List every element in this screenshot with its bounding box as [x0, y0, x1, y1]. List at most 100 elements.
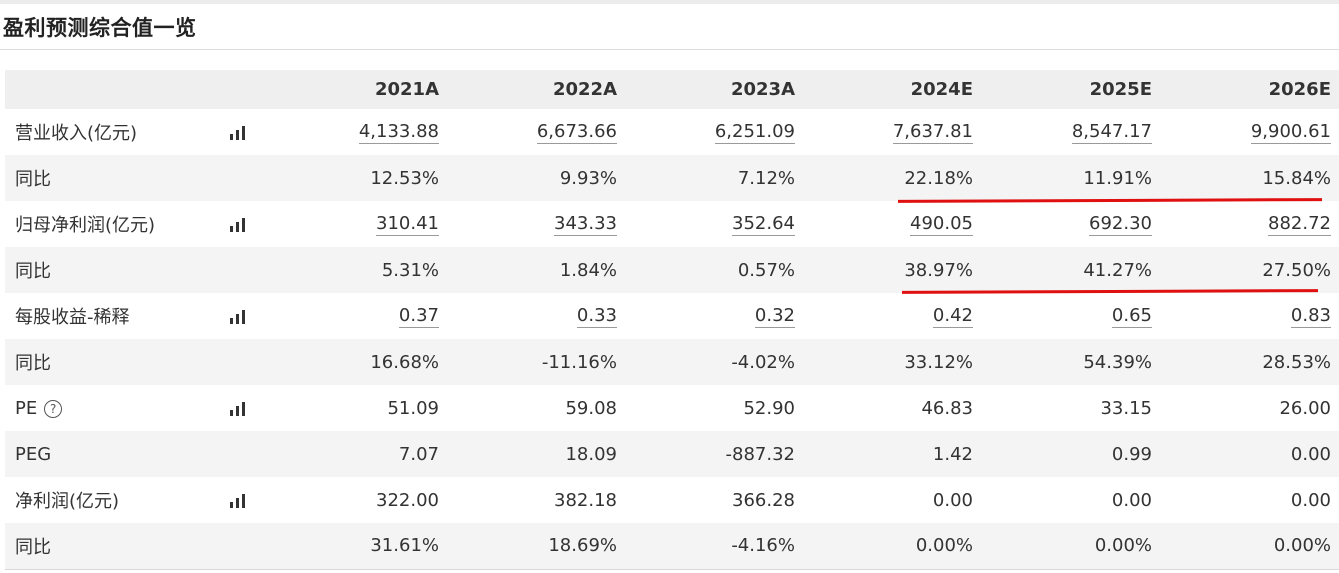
value-cell: 11.91% [981, 155, 1160, 201]
row-label: 同比 [15, 261, 51, 282]
value-link[interactable]: 0.65 [1111, 304, 1152, 328]
table-row: 每股收益-稀释 0.37 0.33 0.32 0.42 0.65 0.83 [5, 293, 1339, 339]
bar-chart-icon[interactable] [230, 493, 248, 508]
row-label-cell: 同比 [5, 155, 230, 201]
value-cell: -4.16% [625, 523, 803, 570]
top-strip [0, 0, 1339, 4]
value-link[interactable]: 343.33 [554, 212, 617, 236]
value-link[interactable]: 4,133.88 [358, 120, 439, 144]
value-cell: 27.50% [1160, 247, 1339, 293]
bar-chart-icon[interactable] [230, 217, 248, 232]
table-row: 净利润(亿元) 322.00 382.18 366.28 0.00 0.00 0.00 [5, 477, 1339, 523]
value-link[interactable]: 6,251.09 [714, 120, 795, 144]
value-cell: 0.65 [981, 293, 1160, 339]
value-cell: 322.00 [307, 477, 447, 523]
value: 59.08 [565, 397, 617, 419]
value: 16.68% [370, 351, 439, 373]
value-link[interactable]: 0.42 [932, 304, 973, 328]
header-label-cell [5, 70, 230, 109]
question-circle-icon[interactable]: ? [44, 399, 63, 418]
row-label-cell: PE? [5, 385, 230, 431]
bar-chart-icon[interactable] [230, 125, 248, 140]
value-cell: 9,900.61 [1160, 109, 1339, 155]
header-year: 2021A [374, 79, 439, 100]
value-cell: 366.28 [625, 477, 803, 523]
bar-chart-icon[interactable] [230, 309, 248, 324]
value-link[interactable]: 882.72 [1268, 212, 1331, 236]
value-cell: 0.00 [981, 477, 1160, 523]
row-chart-cell [230, 201, 307, 247]
value-cell: 33.15 [981, 385, 1160, 431]
bar-chart-icon[interactable] [230, 401, 248, 416]
value-link[interactable]: 310.41 [376, 212, 439, 236]
value-cell: 1.42 [803, 431, 981, 477]
value-cell: 9.93% [447, 155, 625, 201]
value-cell: 6,251.09 [625, 109, 803, 155]
row-label: 同比 [15, 536, 51, 558]
row-chart-cell [230, 477, 307, 523]
header-year: 2026E [1268, 79, 1331, 100]
row-label-cell: 同比 [5, 523, 230, 570]
row-label: 同比 [15, 353, 51, 374]
value: 366.28 [732, 489, 795, 511]
table-row: 营业收入(亿元) 4,133.88 6,673.66 6,251.09 7,637.81… [5, 109, 1339, 155]
value-link[interactable]: 9,900.61 [1250, 120, 1331, 144]
row-label: PE [15, 397, 38, 419]
row-label: 归母净利润(亿元) [15, 215, 156, 236]
value-cell: 7.12% [625, 155, 803, 201]
table-row: PEG 7.07 18.09 -887.32 1.42 0.99 0.00 [5, 431, 1339, 477]
table-row: 同比 12.53% 9.93% 7.12% 22.18% 11.91% 15.84% [5, 155, 1339, 201]
title-divider [0, 49, 1339, 50]
value: 38.97% [904, 259, 973, 281]
value-cell: 0.33 [447, 293, 625, 339]
value-cell: 7,637.81 [803, 109, 981, 155]
value-link[interactable]: 7,637.81 [892, 120, 973, 144]
row-chart-cell [230, 109, 307, 155]
value-link[interactable]: 692.30 [1089, 212, 1152, 236]
value: 1.84% [559, 259, 617, 281]
value: -887.32 [725, 443, 795, 465]
value-link[interactable]: 352.64 [732, 212, 795, 236]
section-title: 盈利预测综合值一览 [3, 16, 197, 40]
table-header-row: 2021A 2022A 2023A 2024E 2025E 2026E [5, 70, 1339, 109]
value-link[interactable]: 8,547.17 [1071, 120, 1152, 144]
row-label: 同比 [15, 169, 51, 190]
value-link[interactable]: 0.33 [576, 304, 617, 328]
value: 1.42 [932, 443, 973, 465]
value-link[interactable]: 6,673.66 [536, 120, 617, 144]
value: 26.00 [1279, 397, 1331, 419]
value: 7.07 [398, 443, 439, 465]
value-cell: 343.33 [447, 201, 625, 247]
value: 22.18% [904, 167, 973, 189]
value: 11.91% [1083, 167, 1152, 189]
value-cell: 28.53% [1160, 339, 1339, 385]
value-cell: 4,133.88 [307, 109, 447, 155]
value: 27.50% [1262, 259, 1331, 281]
value: 54.39% [1083, 351, 1152, 373]
value: 46.83 [921, 397, 973, 419]
value: 0.00 [1111, 489, 1152, 511]
value-cell: 1.84% [447, 247, 625, 293]
row-chart-cell [230, 155, 307, 201]
value: -4.16% [731, 535, 795, 557]
value-link[interactable]: 0.83 [1290, 304, 1331, 328]
value-cell: 52.90 [625, 385, 803, 431]
value-cell: 15.84% [1160, 155, 1339, 201]
row-label-cell: PEG [5, 431, 230, 477]
header-chart-cell [230, 70, 307, 109]
value-cell: 0.00% [803, 523, 981, 570]
row-label: 净利润(亿元) [15, 491, 120, 512]
value-cell: 310.41 [307, 201, 447, 247]
value-cell: 0.00 [1160, 477, 1339, 523]
row-label-cell: 同比 [5, 247, 230, 293]
value: -11.16% [541, 351, 617, 373]
value-cell: 0.83 [1160, 293, 1339, 339]
value-cell: 6,673.66 [447, 109, 625, 155]
value-cell: 46.83 [803, 385, 981, 431]
value-link[interactable]: 0.37 [398, 304, 439, 328]
value-link[interactable]: 0.32 [754, 304, 795, 328]
value-link[interactable]: 490.05 [910, 212, 973, 236]
row-label: 每股收益-稀释 [15, 307, 130, 328]
value: 0.99 [1111, 443, 1152, 465]
value-cell: 33.12% [803, 339, 981, 385]
